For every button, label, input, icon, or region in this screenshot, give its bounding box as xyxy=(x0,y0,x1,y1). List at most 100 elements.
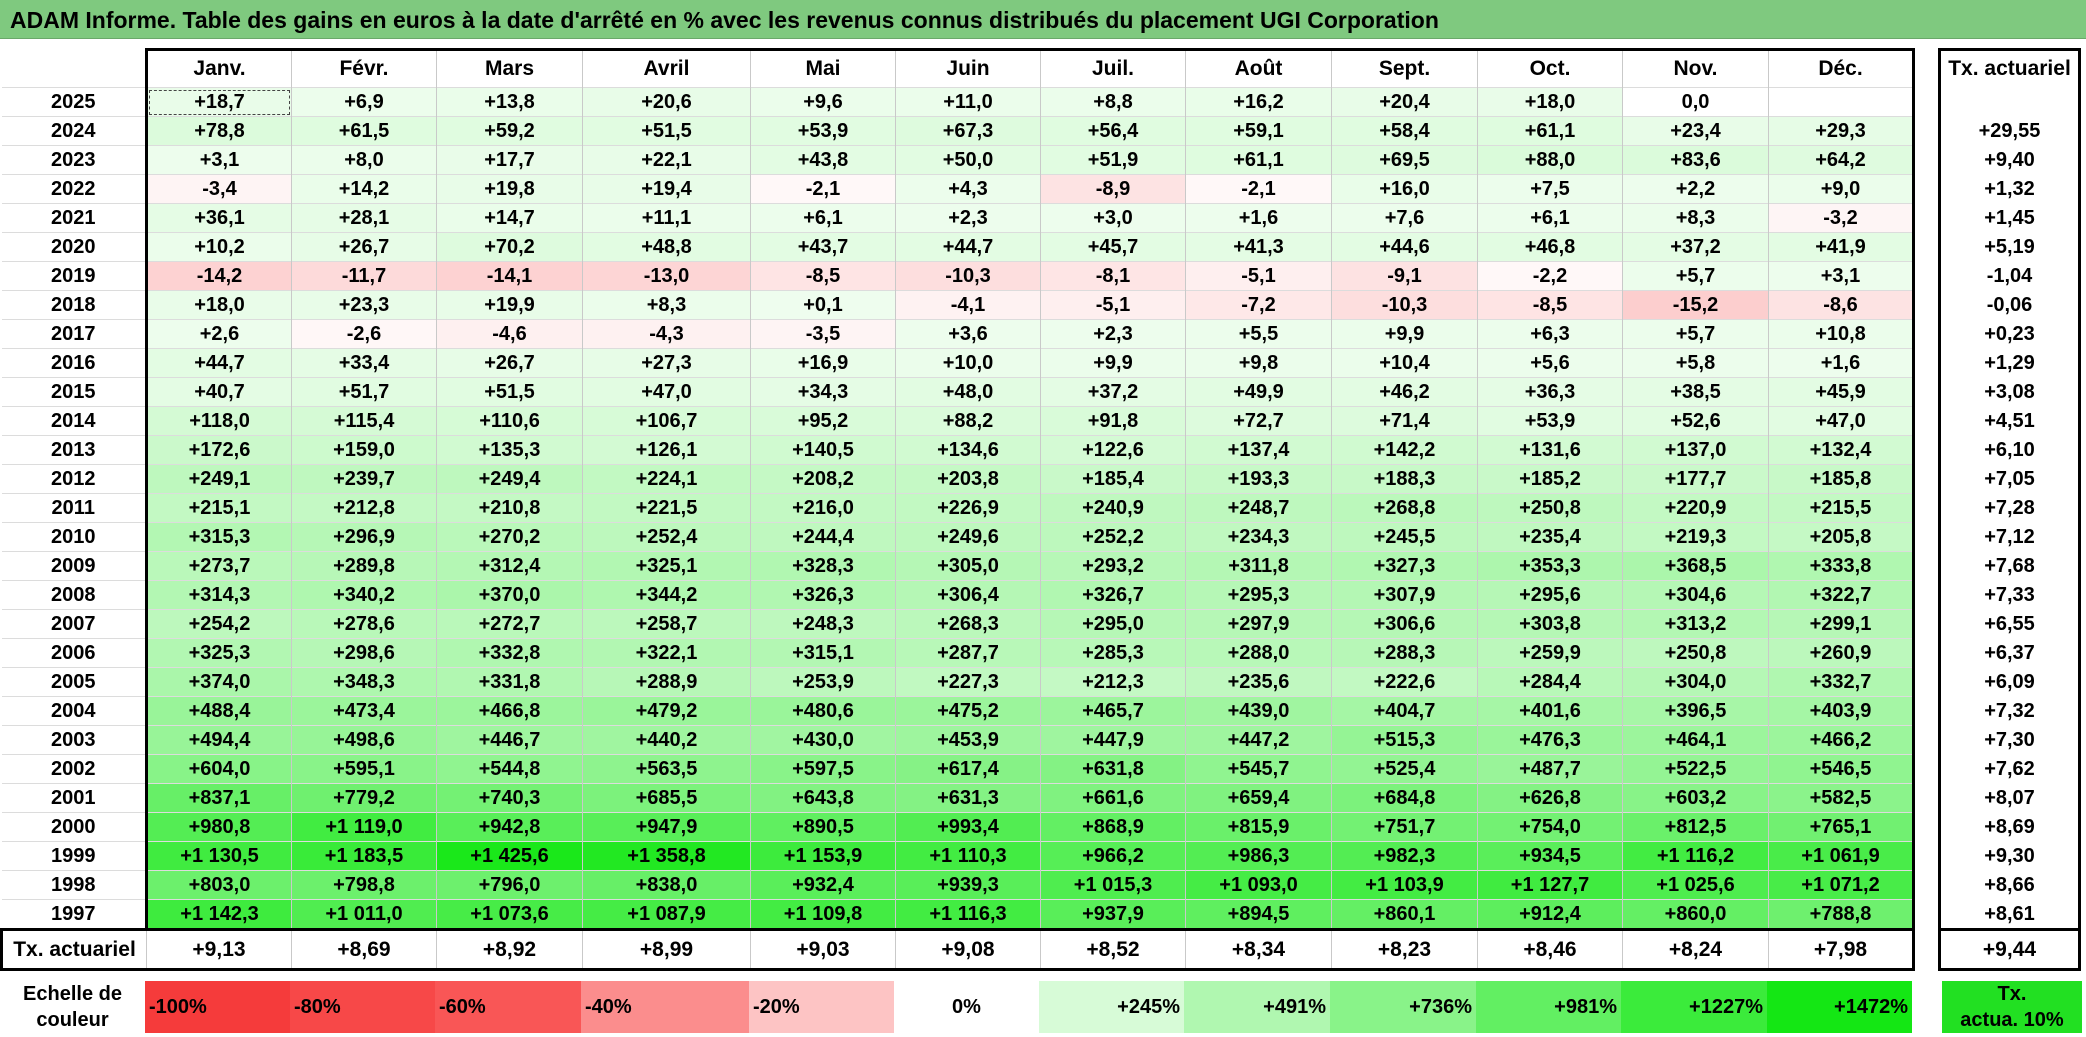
gain-cell: +404,7 xyxy=(1331,696,1478,726)
gain-cell: +132,4 xyxy=(1768,435,1915,465)
gain-cell: +253,9 xyxy=(750,667,896,697)
gain-cell: +254,2 xyxy=(145,609,292,639)
gain-cell: +5,5 xyxy=(1185,319,1332,349)
actuarial-cell: +8,66 xyxy=(1938,870,2081,900)
gain-cell: +212,8 xyxy=(291,493,437,523)
year-label: 2006 xyxy=(1,638,147,668)
gain-cell: +27,3 xyxy=(582,348,751,378)
year-label: 2017 xyxy=(1,319,147,349)
year-row: 2003 +494,4 +498,6 +446,7 +440,2 +430,0 +453,9… xyxy=(1,725,1915,755)
year-label: 2010 xyxy=(1,522,147,552)
gain-cell: +78,8 xyxy=(145,116,292,146)
gain-cell: +249,4 xyxy=(436,464,583,494)
gain-cell: +1 071,2 xyxy=(1768,870,1915,900)
gain-cell: +815,9 xyxy=(1185,812,1332,842)
month-header: Déc. xyxy=(1768,48,1915,88)
gain-cell: +49,9 xyxy=(1185,377,1332,407)
actuarial-cell: +6,09 xyxy=(1938,667,2081,697)
year-label: 2003 xyxy=(1,725,147,755)
footer-actuarial-cell: +9,13 xyxy=(146,928,292,971)
gain-cell: +322,1 xyxy=(582,638,751,668)
gain-cell: -8,9 xyxy=(1040,174,1186,204)
gain-cell: +5,7 xyxy=(1622,319,1769,349)
gain-cell: +10,2 xyxy=(145,232,292,262)
gain-cell: +40,7 xyxy=(145,377,292,407)
gain-cell: +306,6 xyxy=(1331,609,1478,639)
actuarial-cell: +7,33 xyxy=(1938,580,2081,610)
gain-cell: 0,0 xyxy=(1622,87,1769,117)
gain-cell: +53,9 xyxy=(750,116,896,146)
month-header-row: Janv. Févr. Mars Avril Mai Juin Juil. Août Sept.… xyxy=(2,48,1915,88)
gain-cell: +70,2 xyxy=(436,232,583,262)
gain-cell: +48,8 xyxy=(582,232,751,262)
month-header: Oct. xyxy=(1477,48,1623,88)
gain-cell: +912,4 xyxy=(1477,899,1623,931)
gain-cell: -15,2 xyxy=(1622,290,1769,320)
gain-cell: -5,1 xyxy=(1040,290,1186,320)
gain-cell: +67,3 xyxy=(895,116,1041,146)
gain-cell: +16,0 xyxy=(1331,174,1478,204)
gain-cell: +1 130,5 xyxy=(145,841,292,871)
gain-cell: +1 109,8 xyxy=(750,899,896,931)
gain-cell: +331,8 xyxy=(436,667,583,697)
year-row: 2015 +40,7 +51,7 +51,5 +47,0 +34,3 +48,0 +37,2 +… xyxy=(1,377,1915,407)
gain-cell: +72,7 xyxy=(1185,406,1332,436)
gain-cell: +19,4 xyxy=(582,174,751,204)
gain-cell: +603,2 xyxy=(1622,783,1769,813)
gain-cell: +754,0 xyxy=(1477,812,1623,842)
gain-cell: +740,3 xyxy=(436,783,583,813)
gain-cell: -8,5 xyxy=(1477,290,1623,320)
gain-cell: +287,7 xyxy=(895,638,1041,668)
gain-cell: +2,3 xyxy=(1040,319,1186,349)
gain-cell: +934,5 xyxy=(1477,841,1623,871)
actuarial-cell: +8,69 xyxy=(1938,812,2081,842)
gain-cell: -5,1 xyxy=(1185,261,1332,291)
gain-cell: +626,8 xyxy=(1477,783,1623,813)
gain-cell: +1 119,0 xyxy=(291,812,437,842)
gain-cell: +51,5 xyxy=(582,116,751,146)
color-scale-label-line1: Echelle de xyxy=(23,983,122,1005)
gain-cell: +525,4 xyxy=(1331,754,1478,784)
gain-cell: +684,8 xyxy=(1331,783,1478,813)
gain-cell: +61,5 xyxy=(291,116,437,146)
actuarial-cell: +6,55 xyxy=(1938,609,2081,639)
actuarial-cell: +0,23 xyxy=(1938,319,2081,349)
gain-cell: +796,0 xyxy=(436,870,583,900)
actuarial-header: Tx. actuariel xyxy=(1938,48,2081,88)
color-scale-step: 0% xyxy=(894,981,1039,1033)
gain-cell: +270,2 xyxy=(436,522,583,552)
gain-cell: -7,2 xyxy=(1185,290,1332,320)
gain-cell: -3,2 xyxy=(1768,203,1915,233)
year-label: 2011 xyxy=(1,493,147,523)
gain-cell: +563,5 xyxy=(582,754,751,784)
gain-cell: +18,7 xyxy=(145,87,292,117)
gain-cell: +106,7 xyxy=(582,406,751,436)
year-row: 2002 +604,0 +595,1 +544,8 +563,5 +597,5 +617,4… xyxy=(1,754,1915,784)
gain-cell: +837,1 xyxy=(145,783,292,813)
gain-cell: +439,0 xyxy=(1185,696,1332,726)
gain-cell: +56,4 xyxy=(1040,116,1186,146)
actuarial-scale-line1: Tx. xyxy=(1997,983,2027,1005)
gain-cell: -10,3 xyxy=(895,261,1041,291)
gain-cell: +966,2 xyxy=(1040,841,1186,871)
gain-cell: +235,4 xyxy=(1477,522,1623,552)
year-row: 2006 +325,3 +298,6 +332,8 +322,1 +315,1 +287,7… xyxy=(1,638,1915,668)
gain-cell: +947,9 xyxy=(582,812,751,842)
gain-cell: +20,4 xyxy=(1331,87,1478,117)
gain-cell: +19,8 xyxy=(436,174,583,204)
year-label: 2025 xyxy=(1,87,147,117)
gain-cell: -14,1 xyxy=(436,261,583,291)
gain-cell: +260,9 xyxy=(1768,638,1915,668)
gain-cell: +1 011,0 xyxy=(291,899,437,931)
page-title: ADAM Informe. Table des gains en euros à… xyxy=(0,0,2086,39)
gain-cell: +284,4 xyxy=(1477,667,1623,697)
gain-cell: +131,6 xyxy=(1477,435,1623,465)
actuarial-cell: +7,68 xyxy=(1938,551,2081,581)
gain-cell: +303,8 xyxy=(1477,609,1623,639)
gain-cell: +212,3 xyxy=(1040,667,1186,697)
gain-cell: +95,2 xyxy=(750,406,896,436)
gain-cell: +159,0 xyxy=(291,435,437,465)
gain-cell: -8,6 xyxy=(1768,290,1915,320)
gain-cell: +16,9 xyxy=(750,348,896,378)
gain-cell: +751,7 xyxy=(1331,812,1478,842)
